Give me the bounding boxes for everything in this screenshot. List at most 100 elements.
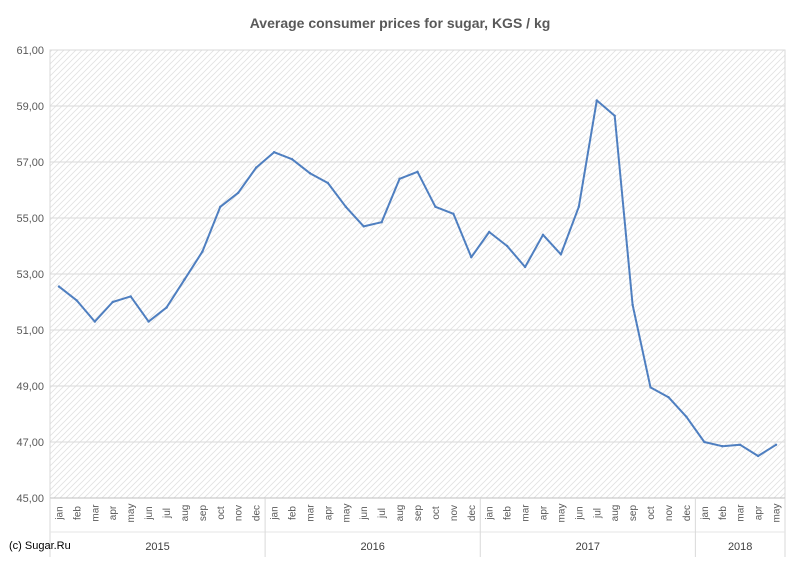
data-point (165, 306, 168, 309)
x-tick-label: jun (359, 506, 370, 520)
y-tick-label: 47,00 (16, 437, 44, 449)
data-point (57, 285, 61, 288)
x-tick-label: nov (234, 505, 245, 521)
x-tick-label: aug (180, 505, 191, 522)
data-point (219, 205, 222, 208)
data-point (685, 415, 688, 418)
x-tick-label: jan (54, 506, 65, 520)
data-point (452, 212, 455, 215)
data-point (541, 233, 545, 236)
data-point (183, 278, 186, 281)
x-tick-label: sep (198, 505, 209, 522)
data-point (254, 166, 258, 169)
x-tick-label: feb (503, 506, 514, 520)
data-point (595, 99, 598, 102)
data-point (631, 303, 634, 306)
data-point (147, 320, 150, 323)
x-tick-label: mar (305, 504, 316, 522)
data-point (505, 244, 509, 248)
x-tick-label: dec (252, 505, 263, 521)
x-tick-label: oct (431, 506, 442, 520)
y-tick-label: 45,00 (16, 493, 44, 505)
y-axis: 45,00 47,00 49,00 51,00 53,00 55,00 57,00 59,00… (16, 45, 44, 505)
data-point (613, 114, 616, 118)
data-point (667, 396, 670, 399)
x-tick-label: feb (288, 506, 299, 520)
x-tick-label: aug (610, 505, 621, 522)
x-tick-label: jul (592, 508, 603, 519)
x-axis: jan feb mar apr may jun jul aug sep oct nov dec jan f… (49, 497, 786, 557)
x-tick-label: apr (754, 505, 765, 520)
x-tick-label: jan (700, 506, 711, 520)
year-label: 2018 (728, 541, 752, 553)
x-tick-label: mar (736, 504, 747, 522)
x-tick-label: may (772, 504, 783, 523)
x-tick-label: dec (467, 505, 478, 521)
data-point (738, 443, 742, 446)
data-point (523, 265, 527, 269)
y-tick-label: 61,00 (16, 45, 44, 57)
data-point (649, 386, 652, 389)
x-tick-label: apr (323, 505, 334, 520)
data-point (326, 181, 330, 185)
data-point (290, 158, 294, 161)
data-point (344, 205, 347, 208)
x-tick-label: may (126, 504, 137, 523)
x-tick-label: apr (108, 505, 119, 520)
data-point (129, 295, 132, 298)
x-tick-label: jul (377, 508, 388, 519)
data-point (434, 205, 437, 208)
chart-title: Average consumer prices for sugar, KGS /… (250, 15, 551, 31)
x-tick-label: dec (682, 505, 693, 521)
x-tick-label: feb (72, 506, 83, 520)
data-point (488, 230, 491, 234)
data-point (201, 250, 204, 253)
x-tick-label: oct (646, 506, 657, 520)
data-point (577, 205, 581, 208)
y-tick-label: 59,00 (16, 101, 44, 113)
x-tick-label: jul (162, 508, 173, 519)
data-point (75, 299, 79, 302)
x-tick-label: mar (521, 504, 532, 522)
x-tick-label: jun (144, 506, 155, 520)
data-point (703, 440, 706, 444)
data-point (398, 177, 401, 180)
data-point (559, 253, 563, 256)
x-tick-label: sep (628, 505, 639, 522)
x-tick-label: oct (216, 506, 227, 520)
data-point (308, 172, 312, 175)
data-point (237, 191, 240, 194)
x-tick-label: jan (485, 506, 496, 520)
data-point (721, 445, 724, 448)
data-point (470, 256, 473, 259)
x-tick-label: may (341, 504, 352, 523)
x-tick-label: nov (664, 505, 675, 521)
data-point (380, 221, 383, 224)
year-label: 2016 (360, 541, 384, 553)
data-point (362, 225, 365, 228)
data-point (416, 170, 419, 173)
data-point (272, 151, 276, 154)
data-point (93, 320, 97, 323)
y-tick-label: 53,00 (16, 269, 44, 281)
x-tick-label: mar (90, 504, 101, 522)
x-tick-label: sep (413, 505, 424, 522)
x-tick-label: nov (449, 505, 460, 521)
data-point (111, 300, 114, 304)
copyright-text: (c) Sugar.Ru (9, 540, 71, 552)
x-tick-label: may (556, 504, 567, 523)
x-tick-label: aug (395, 505, 406, 522)
y-tick-label: 51,00 (16, 325, 44, 337)
data-point (774, 443, 778, 446)
year-label: 2017 (576, 541, 600, 553)
year-label: 2015 (145, 541, 169, 553)
y-tick-label: 57,00 (16, 157, 44, 169)
x-tick-label: apr (538, 505, 549, 520)
data-point (756, 454, 760, 458)
series-layer (57, 99, 778, 458)
x-tick-label: feb (718, 506, 729, 520)
x-tick-label: jan (270, 506, 281, 520)
y-tick-label: 49,00 (16, 381, 44, 393)
x-tick-label: jun (574, 506, 585, 520)
